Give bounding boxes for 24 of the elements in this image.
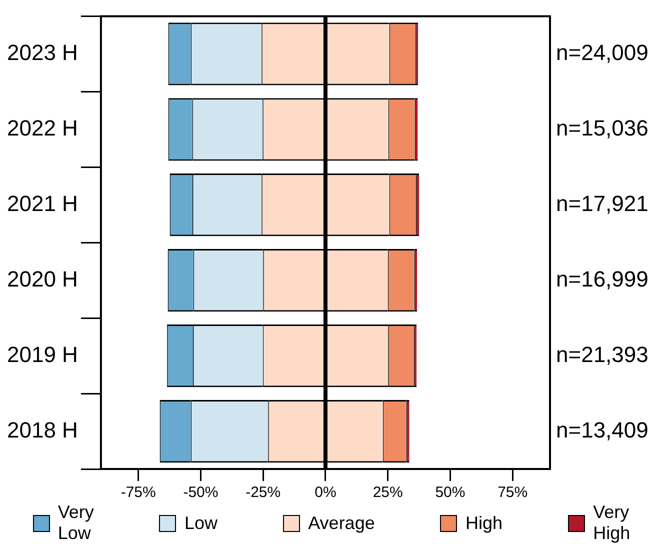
text: n=24,009 xyxy=(556,40,648,65)
text: n=17,921 xyxy=(556,190,648,216)
text: n=15,036 xyxy=(556,115,648,140)
y-tick-label: 2018 H xyxy=(6,417,78,442)
x-tick-label: -25% xyxy=(246,484,281,502)
legend-label: Very Low xyxy=(58,502,94,544)
x-tick-label: 75% xyxy=(498,484,528,502)
legend-label: Low xyxy=(184,512,218,534)
y-tick-label: 2020 H xyxy=(6,266,78,292)
y-tick-label: 2023 H xyxy=(6,40,78,65)
text: n=16,999 xyxy=(556,266,648,292)
y-tick-label: 2019 H xyxy=(6,342,78,367)
y-tick-label: 2022 H xyxy=(6,115,78,140)
legend-label: Very High xyxy=(593,502,630,544)
x-tick-label: 0% xyxy=(314,484,336,502)
x-tick-label: 50% xyxy=(435,484,466,502)
x-tick-label: -50% xyxy=(183,484,218,502)
x-tick-label: 25% xyxy=(372,484,403,502)
legend-label: High xyxy=(465,512,502,534)
x-tick-label: -75% xyxy=(120,484,156,502)
text: n=13,409 xyxy=(556,417,648,442)
legend-label: Average xyxy=(308,512,375,534)
text: n=21,393 xyxy=(556,342,648,367)
y-tick-label: 2021 H xyxy=(6,190,78,216)
